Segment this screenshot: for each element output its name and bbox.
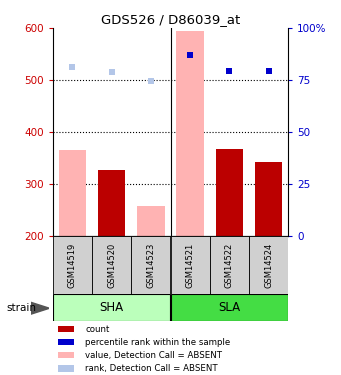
- Text: GSM14521: GSM14521: [186, 243, 195, 288]
- Bar: [210, 236, 249, 294]
- Text: strain: strain: [7, 303, 37, 313]
- Polygon shape: [31, 302, 49, 314]
- Text: GSM14520: GSM14520: [107, 243, 116, 288]
- Bar: [58, 326, 74, 332]
- Bar: [58, 339, 74, 345]
- Bar: [249, 236, 288, 294]
- Bar: [53, 236, 92, 294]
- Bar: [216, 149, 243, 236]
- Text: SLA: SLA: [218, 301, 240, 314]
- Bar: [92, 236, 131, 294]
- Text: percentile rank within the sample: percentile rank within the sample: [85, 338, 231, 346]
- Bar: [53, 294, 170, 321]
- Text: rank, Detection Call = ABSENT: rank, Detection Call = ABSENT: [85, 364, 218, 373]
- Bar: [176, 31, 204, 236]
- Bar: [170, 236, 210, 294]
- Text: count: count: [85, 324, 109, 334]
- Bar: [137, 206, 165, 236]
- Bar: [58, 352, 74, 358]
- Text: GSM14523: GSM14523: [146, 243, 155, 288]
- Text: GSM14524: GSM14524: [264, 243, 273, 288]
- Text: GSM14519: GSM14519: [68, 243, 77, 288]
- Text: GDS526 / D86039_at: GDS526 / D86039_at: [101, 13, 240, 26]
- Bar: [58, 365, 74, 372]
- Bar: [98, 170, 125, 236]
- Bar: [170, 294, 288, 321]
- Bar: [59, 150, 86, 236]
- Bar: [131, 236, 170, 294]
- Text: value, Detection Call = ABSENT: value, Detection Call = ABSENT: [85, 351, 222, 360]
- Bar: [255, 162, 282, 236]
- Text: GSM14522: GSM14522: [225, 243, 234, 288]
- Text: SHA: SHA: [100, 301, 124, 314]
